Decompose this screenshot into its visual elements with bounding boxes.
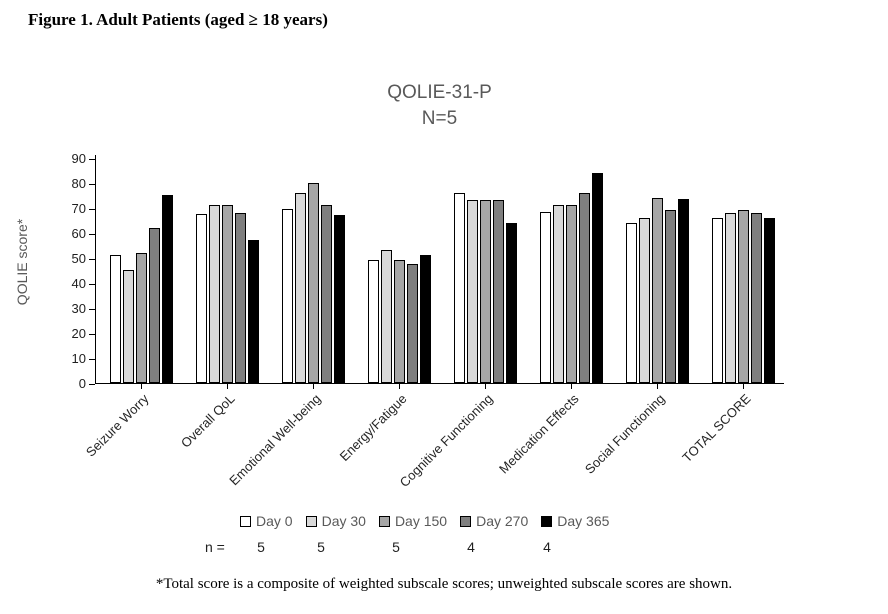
bar-day0-cognitive-functioning [454,193,465,383]
n-row-label: n = [205,539,225,555]
bar-day270-medication-effects [579,193,590,383]
y-tick-mark [89,184,95,185]
n-value-day365: 4 [543,539,551,555]
y-tick-label-70: 70 [71,201,86,216]
bar-day30-emotional-well-being [295,193,306,383]
chart-subtitle: N=5 [421,108,458,129]
legend: Day 0 Day 30 Day 150 Day 270 Day 365 [240,513,609,529]
x-tick-mark [571,384,572,389]
legend-item-day365: Day 365 [541,513,609,529]
y-tick-mark [89,359,95,360]
y-tick-mark [89,209,95,210]
y-axis-title-text: QOLIE score* [14,218,30,306]
bar-day30-medication-effects [553,205,564,383]
bar-day270-cognitive-functioning [493,200,504,383]
y-tick-mark [89,384,95,385]
y-tick-mark [89,259,95,260]
y-tick-label-50: 50 [71,251,86,266]
bar-day365-seizure-worry [162,195,173,383]
y-tick-label-30: 30 [71,301,86,316]
plot-area [95,155,784,384]
bar-day365-medication-effects [592,173,603,383]
y-tick-label-10: 10 [71,351,86,366]
y-tick-label-0: 0 [78,376,86,391]
n-value-day30: 5 [317,539,325,555]
bar-day365-emotional-well-being [334,215,345,383]
bar-day150-overall-qol [222,205,233,383]
bar-day30-overall-qol [209,205,220,383]
n-value-day270: 4 [467,539,475,555]
y-tick-mark [89,284,95,285]
legend-swatch-icon [378,515,390,527]
bar-day365-total-score [764,218,775,383]
legend-item-day150: Day 150 [378,513,448,529]
bar-day0-overall-qol [196,214,207,383]
y-tick-mark [89,309,95,310]
bar-day270-overall-qol [235,213,246,383]
x-tick-mark [399,384,400,389]
legend-item-day0: Day 0 [240,513,293,529]
y-tick-mark [89,334,95,335]
legend-swatch-icon [460,515,472,527]
y-tick-label-60: 60 [71,226,86,241]
legend-label: Day 150 [394,513,448,529]
legend-label: Day 270 [476,513,529,529]
bar-day150-emotional-well-being [308,183,319,383]
legend-swatch-icon [305,515,317,527]
n-value-day150: 5 [392,539,400,555]
legend-item-day30: Day 30 [305,513,366,529]
x-tick-mark [227,384,228,389]
bar-day150-social-functioning [652,198,663,383]
bar-day30-seizure-worry [123,270,134,383]
x-tick-mark [485,384,486,389]
bar-day150-total-score [738,210,749,383]
legend-swatch-icon [240,515,251,527]
bar-day150-energy-fatigue [394,260,405,383]
legend-item-day270: Day 270 [460,513,528,529]
bar-day270-social-functioning [665,210,676,383]
bar-day0-social-functioning [626,223,637,383]
y-tick-mark [89,159,95,160]
x-tick-mark [141,384,142,389]
bar-day0-energy-fatigue [368,260,379,383]
bar-day150-seizure-worry [136,253,147,383]
y-tick-label-80: 80 [71,176,86,191]
y-tick-label-90: 90 [71,151,86,166]
y-tick-label-40: 40 [71,276,86,291]
x-tick-mark [657,384,658,389]
n-value-day0: 5 [257,539,265,555]
bar-day270-emotional-well-being [321,205,332,383]
legend-swatch-icon [541,515,553,527]
bar-day30-social-functioning [639,218,650,383]
bar-day30-cognitive-functioning [467,200,478,383]
x-tick-mark [313,384,314,389]
bar-day365-social-functioning [678,199,689,383]
bar-day270-total-score [751,213,762,383]
chart-title-block: QOLIE-31-P N=5 [95,80,784,132]
y-tick-label-20: 20 [71,326,86,341]
bar-day0-seizure-worry [110,255,121,383]
chart-title: QOLIE-31-P [387,82,492,103]
bar-day30-total-score [725,213,736,383]
figure-title: Figure 1. Adult Patients (aged ≥ 18 year… [28,10,328,29]
bar-day0-medication-effects [540,212,551,383]
bar-day0-emotional-well-being [282,209,293,383]
footnote: *Total score is a composite of weighted … [155,576,733,592]
legend-label: Day 365 [557,513,610,529]
bar-day365-energy-fatigue [420,255,431,383]
bar-day270-energy-fatigue [407,264,418,383]
bar-day270-seizure-worry [149,228,160,383]
bar-day365-overall-qol [248,240,259,383]
legend-label: Day 0 [256,513,293,529]
bar-day30-energy-fatigue [381,250,392,383]
x-tick-mark [743,384,744,389]
bar-day0-total-score [712,218,723,383]
bar-day150-medication-effects [566,205,577,383]
y-tick-mark [89,234,95,235]
bar-day150-cognitive-functioning [480,200,491,383]
legend-label: Day 30 [321,513,366,529]
bar-day365-cognitive-functioning [506,223,517,383]
